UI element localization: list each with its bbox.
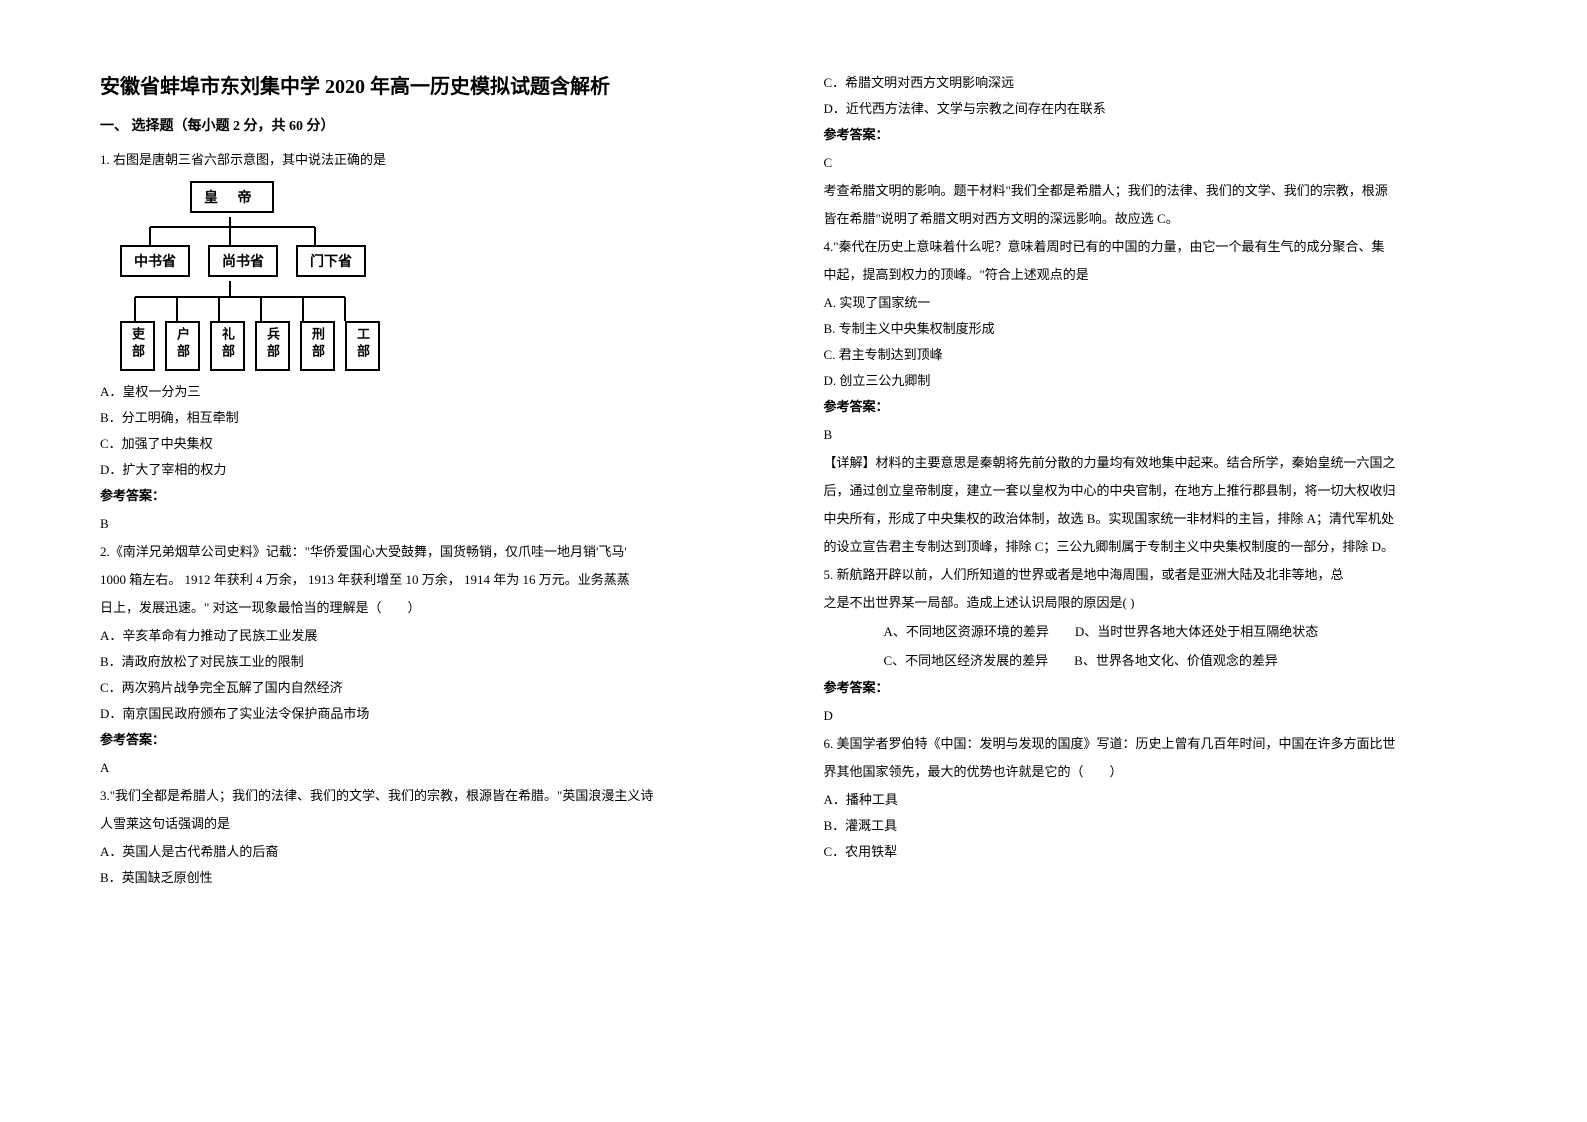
diagram-gongbu: 工部 (345, 321, 380, 371)
q1-diagram: 皇 帝 中书省 尚书省 门下省 (120, 181, 764, 371)
q5-option-row2: C、不同地区经济发展的差异 B、世界各地文化、价值观念的差异 (884, 647, 1488, 676)
q1-option-c: C．加强了中央集权 (100, 431, 764, 457)
q3-option-b: B．英国缺乏原创性 (100, 865, 764, 891)
q6-stem-1: 6. 美国学者罗伯特《中国：发明与发现的国度》写道：历史上曾有几百年时间，中国在… (824, 731, 1488, 757)
q4-explain-2: 后，通过创立皇帝制度，建立一套以皇权为中心的中央官制，在地方上推行郡县制，将一切… (824, 478, 1488, 504)
diagram-bottom-row: 吏部 户部 礼部 兵部 刑部 工部 (120, 321, 764, 371)
diagram-libu: 吏部 (120, 321, 155, 371)
q5-answer-label: 参考答案： (824, 675, 1488, 701)
q5-stem-2: 之是不出世界某一局部。造成上述认识局限的原因是( ) (824, 590, 1488, 616)
q4-explain-4: 的设立宣告君主专制达到顶峰，排除 C；三公九卿制属于专制主义中央集权制度的一部分… (824, 534, 1488, 560)
section-header: 一、 选择题（每小题 2 分，共 60 分） (100, 115, 764, 135)
q6-option-b: B．灌溉工具 (824, 813, 1488, 839)
diagram-hubu: 户部 (165, 321, 200, 371)
page-container: 安徽省蚌埠市东刘集中学 2020 年高一历史模拟试题含解析 一、 选择题（每小题… (100, 70, 1487, 891)
q2-option-c: C．两次鸦片战争完全瓦解了国内自然经济 (100, 675, 764, 701)
left-column: 安徽省蚌埠市东刘集中学 2020 年高一历史模拟试题含解析 一、 选择题（每小题… (100, 70, 764, 891)
q2-stem-1: 2.《南洋兄弟烟草公司史料》记载："华侨爱国心大受鼓舞，国货畅销，仅爪哇一地月销… (100, 539, 764, 565)
q4-explain-3: 中央所有，形成了中央集权的政治体制，故选 B。实现国家统一非材料的主旨，排除 A… (824, 506, 1488, 532)
q3-option-d: D．近代西方法律、文学与宗教之间存在内在联系 (824, 96, 1488, 122)
q3-option-c: C．希腊文明对西方文明影响深远 (824, 70, 1488, 96)
diagram-libu-text: 吏部 (128, 327, 147, 361)
document-title: 安徽省蚌埠市东刘集中学 2020 年高一历史模拟试题含解析 (100, 70, 764, 99)
q2-option-d: D．南京国民政府颁布了实业法令保护商品市场 (100, 701, 764, 727)
q2-option-b: B．清政府放松了对民族工业的限制 (100, 649, 764, 675)
q6-stem-2: 界其他国家领先，最大的优势也许就是它的（ ） (824, 759, 1488, 785)
diagram-top-row: 皇 帝 (190, 181, 764, 213)
diagram-libu2: 礼部 (210, 321, 245, 371)
q4-answer: B (824, 422, 1488, 448)
diagram-menxiasheng: 门下省 (296, 245, 366, 277)
q2-stem-3: 日上，发展迅速。" 对这一现象最恰当的理解是（ ） (100, 595, 764, 621)
q2-stem-2: 1000 箱左右。 1912 年获利 4 万余， 1913 年获利增至 10 万… (100, 567, 764, 593)
q1-option-b: B．分工明确，相互牵制 (100, 405, 764, 431)
q4-stem-2: 中起，提高到权力的顶峰。"符合上述观点的是 (824, 262, 1488, 288)
q5-option-row1: A、不同地区资源环境的差异 D、当时世界各地大体还处于相互隔绝状态 (884, 618, 1488, 647)
q1-answer-label: 参考答案： (100, 483, 764, 509)
diagram-emperor-box: 皇 帝 (190, 181, 274, 213)
diagram-xingbu-text: 刑部 (308, 327, 327, 361)
q3-stem-1: 3."我们全都是希腊人；我们的法律、我们的文学、我们的宗教，根源皆在希腊。"英国… (100, 783, 764, 809)
diagram-zhongshusheng: 中书省 (120, 245, 190, 277)
diagram-shangshusheng: 尚书省 (208, 245, 278, 277)
q2-answer: A (100, 755, 764, 781)
q4-stem-1: 4."秦代在历史上意味着什么呢？意味着周时已有的中国的力量，由它一个最有生气的成… (824, 234, 1488, 260)
q3-answer: C (824, 150, 1488, 176)
q3-option-a: A．英国人是古代希腊人的后裔 (100, 839, 764, 865)
q1-option-d: D．扩大了宰相的权力 (100, 457, 764, 483)
q3-explain-2: 皆在希腊"说明了希腊文明对西方文明的深远影响。故应选 C。 (824, 206, 1488, 232)
q4-answer-label: 参考答案： (824, 394, 1488, 420)
q4-option-b: B. 专制主义中央集权制度形成 (824, 316, 1488, 342)
connector-lines-top (120, 217, 380, 245)
diagram-bingbu: 兵部 (255, 321, 290, 371)
q5-stem-1: 5. 新航路开辟以前，人们所知道的世界或者是地中海周围，或者是亚洲大陆及北非等地… (824, 562, 1488, 588)
diagram-xingbu: 刑部 (300, 321, 335, 371)
q3-explain-1: 考查希腊文明的影响。题干材料"我们全都是希腊人；我们的法律、我们的文学、我们的宗… (824, 178, 1488, 204)
connector-lines-bottom (120, 281, 380, 321)
q1-stem: 1. 右图是唐朝三省六部示意图，其中说法正确的是 (100, 147, 764, 173)
diagram-libu2-text: 礼部 (218, 327, 237, 361)
q4-option-c: C. 君主专制达到顶峰 (824, 342, 1488, 368)
q2-answer-label: 参考答案： (100, 727, 764, 753)
q4-option-d: D. 创立三公九卿制 (824, 368, 1488, 394)
q4-explain-1: 【详解】材料的主要意思是秦朝将先前分散的力量均有效地集中起来。结合所学，秦始皇统… (824, 450, 1488, 476)
q2-option-a: A．辛亥革命有力推动了民族工业发展 (100, 623, 764, 649)
q5-answer: D (824, 703, 1488, 729)
q4-option-a: A. 实现了国家统一 (824, 290, 1488, 316)
diagram-mid-row: 中书省 尚书省 门下省 (120, 245, 764, 277)
q1-answer: B (100, 511, 764, 537)
right-column: C．希腊文明对西方文明影响深远 D．近代西方法律、文学与宗教之间存在内在联系 参… (824, 70, 1488, 891)
q6-option-c: C．农用铁犁 (824, 839, 1488, 865)
q1-option-a: A．皇权一分为三 (100, 379, 764, 405)
diagram-bingbu-text: 兵部 (263, 327, 282, 361)
q3-answer-label: 参考答案： (824, 122, 1488, 148)
q6-option-a: A．播种工具 (824, 787, 1488, 813)
q3-stem-2: 人雪莱这句话强调的是 (100, 811, 764, 837)
diagram-hubu-text: 户部 (173, 327, 192, 361)
diagram-gongbu-text: 工部 (353, 327, 372, 361)
